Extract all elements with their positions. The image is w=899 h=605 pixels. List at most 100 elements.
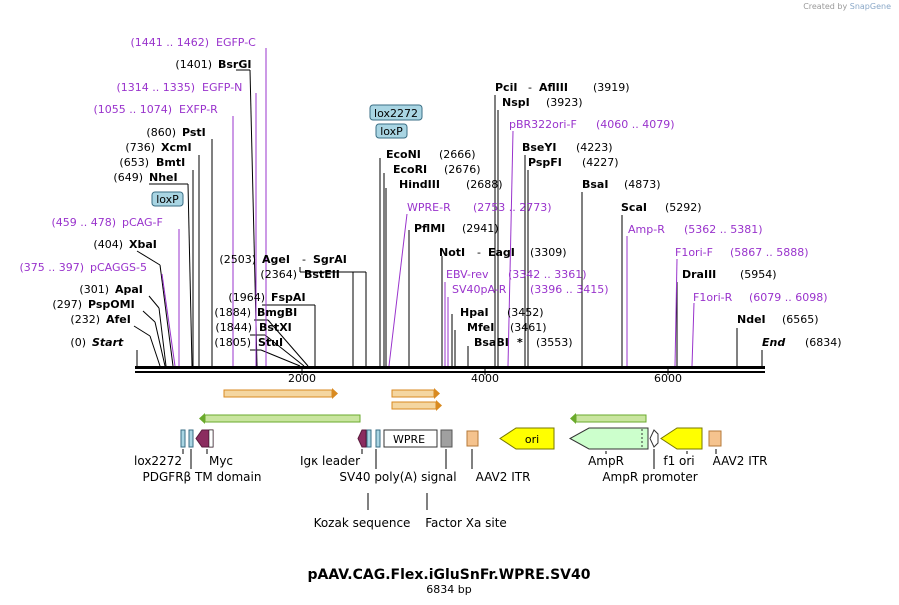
feature-ori-label: ori xyxy=(525,433,539,446)
site-xbai-pos: (404) xyxy=(93,238,123,251)
site-xcmi-name[interactable]: XcmI xyxy=(161,141,192,154)
ruler-tick-label: 6000 xyxy=(654,372,682,385)
site-nspi-name[interactable]: NspI xyxy=(502,96,530,109)
site-bsteii-name[interactable]: BstEII xyxy=(304,268,340,281)
feature-aav2itr-label-2: AAV2 ITR xyxy=(713,454,768,468)
loxp-center-label-box[interactable] xyxy=(375,123,408,139)
site-eagi-name[interactable]: EagI xyxy=(488,246,515,259)
site-nspi-pos: (3923) xyxy=(546,96,583,109)
lox2272-label-box[interactable] xyxy=(369,104,423,121)
site-pflmi-pos: (2941) xyxy=(462,222,499,235)
ruler-tick-label: 4000 xyxy=(471,372,499,385)
feature-lox2272-center[interactable] xyxy=(375,429,381,448)
feature-sv40-label: SV40 poly(A) signal xyxy=(339,470,456,484)
primer-egfpc-name[interactable]: EGFP-C xyxy=(216,36,256,49)
feature-track: WPRE ori xyxy=(180,427,722,450)
primer-f1orir-pos: (6079 .. 6098) xyxy=(749,291,828,304)
feature-ampr-promoter[interactable] xyxy=(649,429,659,448)
primer-egfpn-name[interactable]: EGFP-N xyxy=(202,81,242,94)
site-psti-name[interactable]: PstI xyxy=(182,126,206,139)
feature-lox2272[interactable] xyxy=(180,429,186,448)
site-bsrgi-pos: (1401) xyxy=(175,58,212,71)
feature-aav2itr-box-2[interactable] xyxy=(708,430,722,447)
primer-ebvrev-name[interactable]: EBV-rev xyxy=(446,268,489,281)
lox2272-label: lox2272 xyxy=(374,107,418,120)
primer-pcaggs5-name[interactable]: pCAGGS-5 xyxy=(90,261,147,274)
site-pspfi-name[interactable]: PspFI xyxy=(528,156,562,169)
site-bsai-name[interactable]: BsaI xyxy=(582,178,608,191)
site-noti-name[interactable]: NotI xyxy=(439,246,465,259)
feature-aav2itr-box[interactable] xyxy=(466,430,479,447)
site-ecori-name[interactable]: EcoRI xyxy=(393,163,427,176)
site-hindiii-name[interactable]: HindIII xyxy=(399,178,440,191)
primer-ebvrev-pos: (3342 .. 3361) xyxy=(508,268,587,281)
site-draiii-name[interactable]: DraIII xyxy=(682,268,716,281)
site-bmti-name[interactable]: BmtI xyxy=(156,156,185,169)
site-apai-name[interactable]: ApaI xyxy=(115,283,143,296)
primer-f1orir-name[interactable]: F1ori-R xyxy=(693,291,733,304)
site-hpai-name[interactable]: HpaI xyxy=(460,306,489,319)
site-fspai-name[interactable]: FspAI xyxy=(271,291,306,304)
feature-igk-leader[interactable] xyxy=(357,429,367,448)
site-bsabi-name[interactable]: BsaBI xyxy=(474,336,509,349)
site-afei-name[interactable]: AfeI xyxy=(106,313,131,326)
feature-pdgfr-label: PDGFRβ TM domain xyxy=(143,470,262,484)
feature-ampr[interactable] xyxy=(568,427,649,450)
primer-exfpr-name[interactable]: EXFP-R xyxy=(179,103,218,116)
site-pcii-name[interactable]: PciI xyxy=(495,81,517,94)
site-econi-name[interactable]: EcoNI xyxy=(386,148,421,161)
site-end-name[interactable]: End xyxy=(762,336,785,349)
primer-sv40par-name[interactable]: SV40pA-R xyxy=(452,283,507,296)
feature-ampr-label: AmpR xyxy=(588,454,624,468)
site-scai-name[interactable]: ScaI xyxy=(621,201,647,214)
site-pflmi-name[interactable]: PflMI xyxy=(414,222,445,235)
loxp-label: loxP xyxy=(156,193,179,206)
primer-pbr322-pos: (4060 .. 4079) xyxy=(596,118,675,131)
site-stui-name[interactable]: StuI xyxy=(258,336,283,349)
site-bmgbi-pos: (1884) xyxy=(214,306,251,319)
primer-pbr322-name[interactable]: pBR322ori-F xyxy=(509,118,577,131)
site-bmti-pos: (653) xyxy=(119,156,149,169)
primer-f1orif-name[interactable]: F1ori-F xyxy=(675,246,713,259)
site-leaders xyxy=(133,69,763,367)
snapgene-logo: SnapGene xyxy=(849,2,891,11)
site-scai-pos: (5292) xyxy=(665,201,702,214)
primer-pcagf-name[interactable]: pCAG-F xyxy=(122,216,163,229)
site-start-pos: (0) xyxy=(70,336,86,349)
feature-sv40-box[interactable] xyxy=(440,429,453,448)
loxp-label-box[interactable] xyxy=(151,191,184,207)
site-xbai-name[interactable]: XbaI xyxy=(129,238,157,251)
site-bstxi-name[interactable]: BstXI xyxy=(259,321,292,334)
site-bsrgi-name[interactable]: BsrGI xyxy=(218,58,251,71)
site-start-name[interactable]: Start xyxy=(92,336,124,349)
feature-loxp-left[interactable] xyxy=(188,429,194,448)
feature-igk-label: Igκ leader xyxy=(300,454,360,468)
site-bsabi-pos: (3553) xyxy=(536,336,573,349)
primer-ampr-name[interactable]: Amp-R xyxy=(628,223,665,236)
feature-wpre[interactable] xyxy=(383,429,438,448)
site-mfei-name[interactable]: MfeI xyxy=(467,321,494,334)
site-bseyi-name[interactable]: BseYI xyxy=(522,141,556,154)
feature-loxp-center[interactable] xyxy=(366,429,372,448)
primer-wprer-name[interactable]: WPRE-R xyxy=(407,201,451,214)
site-afliii-name[interactable]: AflIII xyxy=(539,81,568,94)
site-noti-dash: - xyxy=(477,246,481,259)
site-pspomi-name[interactable]: PspOMI xyxy=(88,298,135,311)
site-agei-name[interactable]: AgeI xyxy=(262,253,290,266)
primer-egfpn-pos: (1314 .. 1335) xyxy=(116,81,195,94)
site-agei-pos: (2503) xyxy=(219,253,256,266)
site-nhei-name[interactable]: NheI xyxy=(149,171,178,184)
feature-f1ori[interactable] xyxy=(660,427,703,450)
snapgene-credit: Created by SnapGene xyxy=(803,2,891,11)
feature-ampr-promoter-label: AmpR promoter xyxy=(602,470,697,484)
ruler: 2000 4000 6000 xyxy=(135,366,765,385)
site-ndei-name[interactable]: NdeI xyxy=(737,313,766,326)
primer-exfpr-pos: (1055 .. 1074) xyxy=(93,103,172,116)
site-bmgbi-name[interactable]: BmgBI xyxy=(257,306,297,319)
site-stui-pos: (1805) xyxy=(214,336,251,349)
map-subtitle: 6834 bp xyxy=(426,583,471,596)
feature-ori[interactable] xyxy=(499,427,555,450)
site-sgrai-name[interactable]: SgrAI xyxy=(313,253,347,266)
feature-arrows-track xyxy=(199,388,647,424)
site-xcmi-pos: (736) xyxy=(125,141,155,154)
